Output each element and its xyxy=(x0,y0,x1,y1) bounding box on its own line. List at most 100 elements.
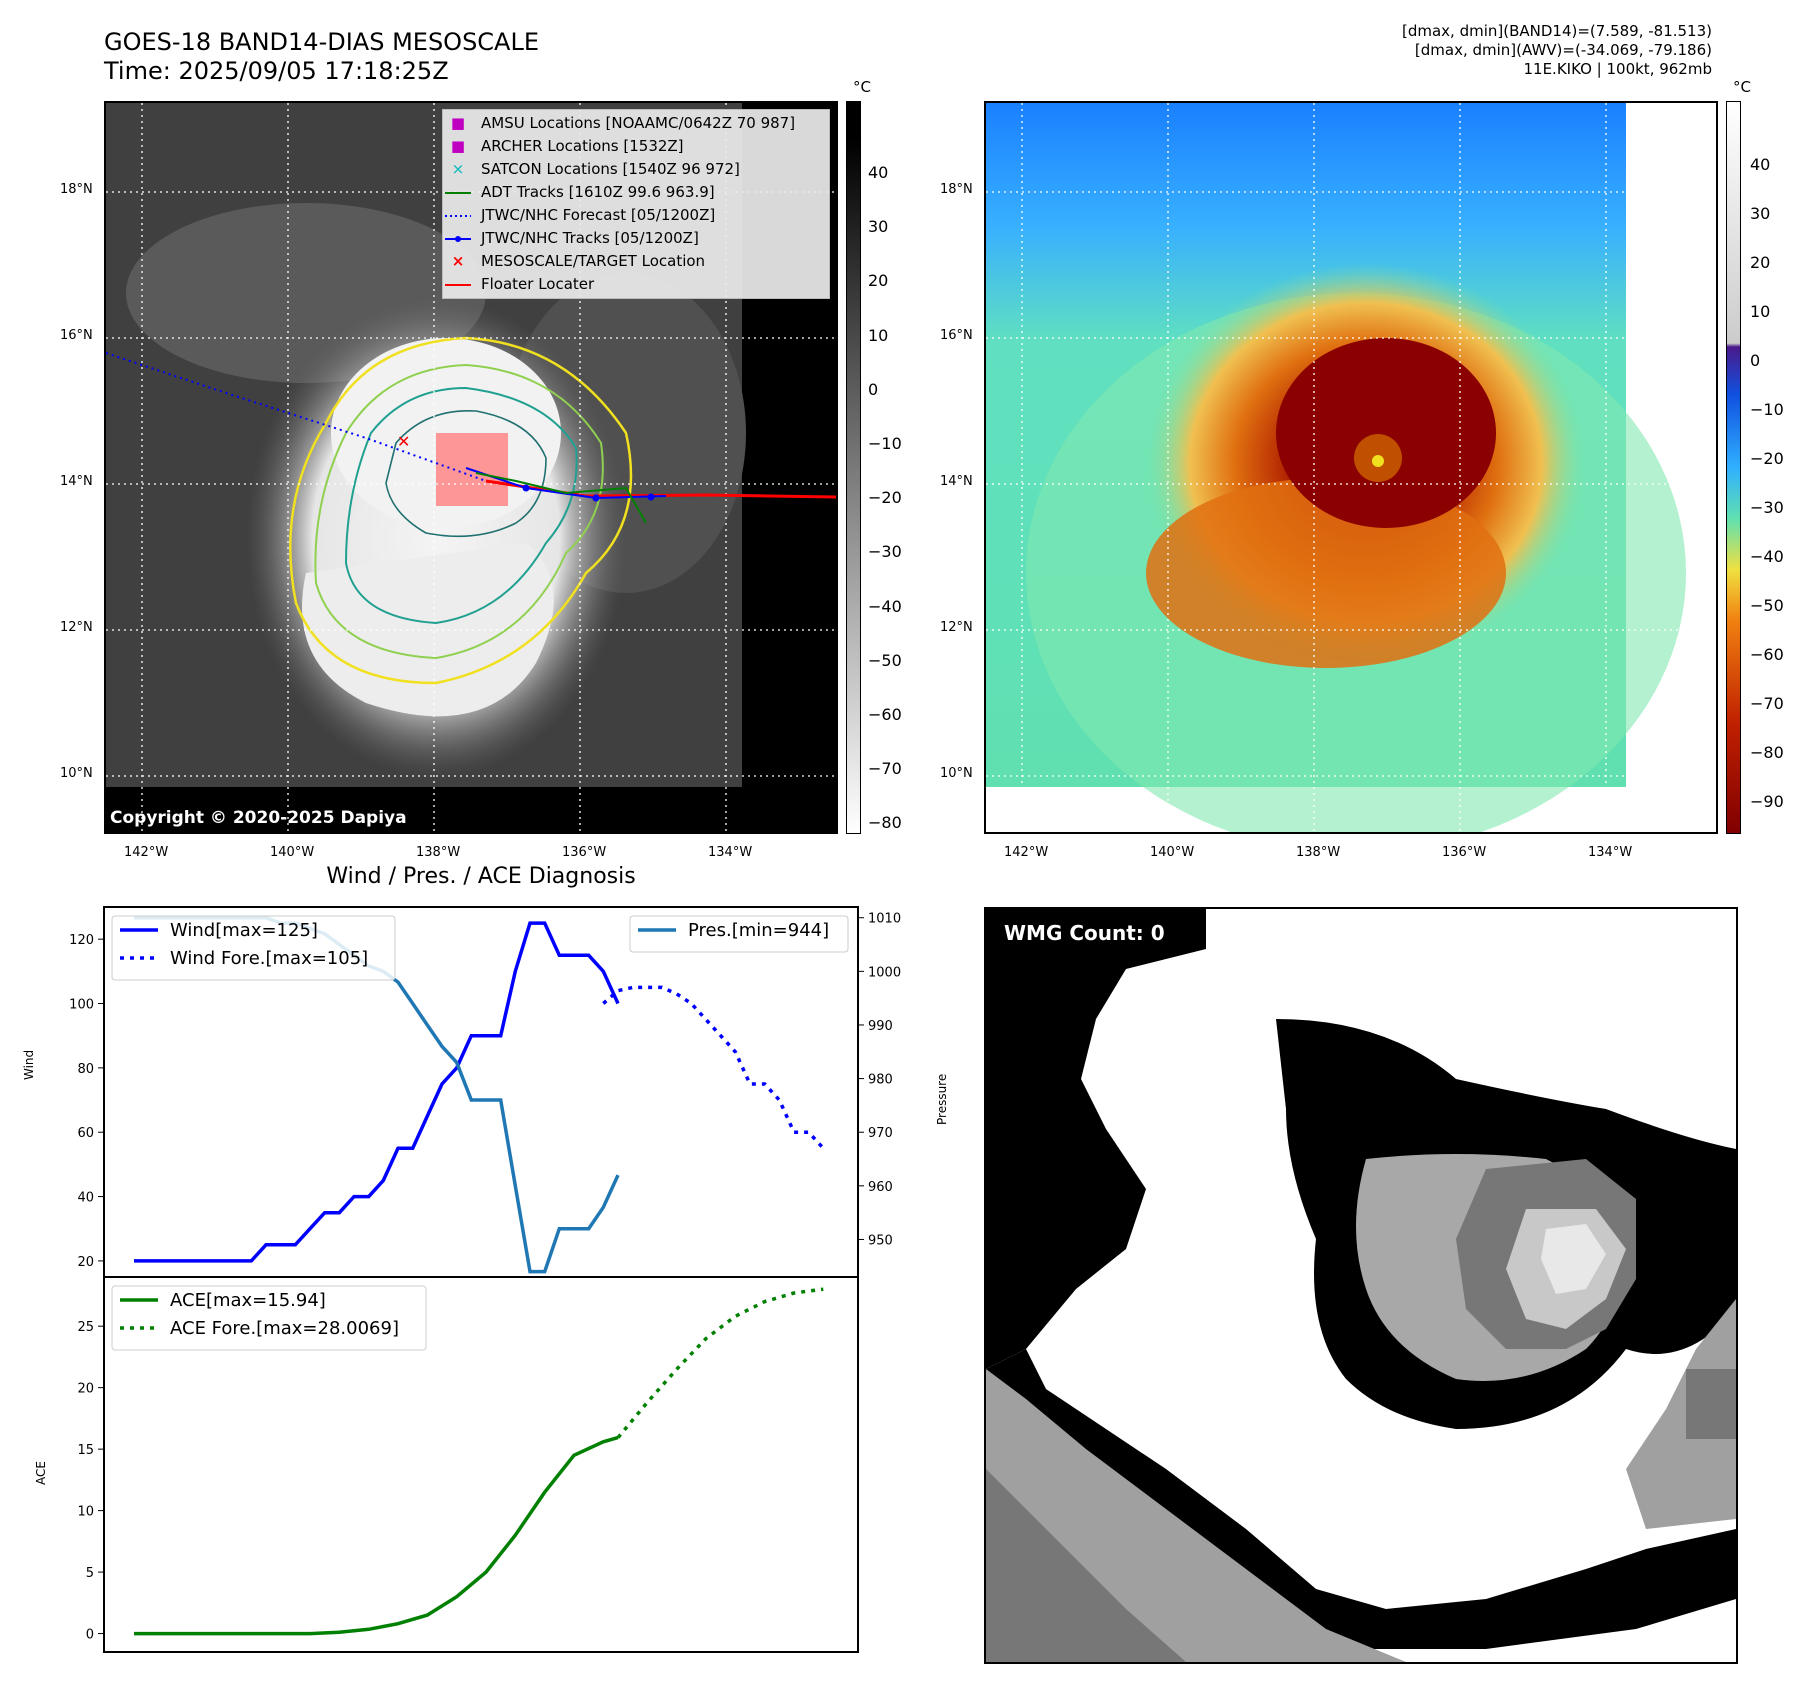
lat-label: 16°N xyxy=(940,328,973,343)
svg-text:✕: ✕ xyxy=(397,432,410,451)
lat-label: 10°N xyxy=(60,766,93,781)
ace-y-tick-label: 15 xyxy=(77,1443,94,1458)
info-line-1: [dmax, dmin](BAND14)=(7.589, -81.513) xyxy=(1401,22,1712,40)
wmg-count-label: WMG Count: 0 xyxy=(1004,921,1165,945)
storm-info: [dmax, dmin](BAND14)=(7.589, -81.513) [d… xyxy=(1402,22,1712,79)
cbar-tick: −90 xyxy=(1750,792,1784,811)
lat-label: 16°N xyxy=(60,328,93,343)
color-cbar-ticks: 40 30 20 10 0 −10 −20 −30 −40 −50 −60 −7… xyxy=(1750,140,1784,826)
cross-marker-icon: × xyxy=(451,160,465,178)
lon-label: 134°W xyxy=(1588,845,1633,860)
lon-label: 134°W xyxy=(708,845,753,860)
legend-item: ■ ARCHER Locations [1532Z] xyxy=(443,135,829,158)
grayscale-colorbar xyxy=(846,101,861,834)
series-line-0 xyxy=(134,921,620,1263)
cbar-tick: 0 xyxy=(868,379,879,399)
cbar-tick: 40 xyxy=(1750,155,1771,174)
cbar-tick: −10 xyxy=(868,434,902,454)
grayscale-cbar-ticks: 40 30 20 10 0 −10 −20 −30 −40 −50 −60 −7… xyxy=(868,146,902,851)
pressure-y-tick-label: 970 xyxy=(868,1126,893,1141)
legend-item: ADT Tracks [1610Z 99.6 963.9] xyxy=(443,181,829,204)
wind-y-tick-label: 20 xyxy=(77,1255,94,1270)
cbar-unit: °C xyxy=(1733,78,1751,96)
pressure-axis-label: Pressure xyxy=(935,1073,949,1125)
lat-label: 12°N xyxy=(940,620,973,635)
lon-label: 138°W xyxy=(1296,845,1341,860)
title-line-1: GOES-18 BAND14-DIAS MESOSCALE xyxy=(104,28,540,56)
series-line-1 xyxy=(602,985,825,1150)
cbar-tick: 0 xyxy=(1750,351,1761,370)
dot-line-marker-icon xyxy=(443,227,473,250)
legend-item: × MESOSCALE/TARGET Location xyxy=(443,250,829,273)
cbar-tick: 20 xyxy=(868,271,889,291)
wind-legend: Wind[max=125] Wind Fore.[max=105] xyxy=(111,915,396,981)
wmg-panel: WMG Count: 0 xyxy=(984,907,1738,1664)
page-title: GOES-18 BAND14-DIAS MESOSCALE Time: 2025… xyxy=(104,28,539,86)
info-line-3: 11E.KIKO | 100kt, 962mb xyxy=(1523,60,1712,78)
legend-label: Wind Fore.[max=105] xyxy=(170,948,368,969)
lat-label: 14°N xyxy=(940,474,973,489)
ace-y-tick-label: 25 xyxy=(77,1320,94,1335)
ace-series-line-0 xyxy=(134,1435,619,1636)
lat-label: 10°N xyxy=(940,766,973,781)
pressure-y-tick-label: 990 xyxy=(868,1019,893,1034)
cbar-tick: −30 xyxy=(1750,498,1784,517)
wind-y-tick-label: 80 xyxy=(77,1062,94,1077)
lon-label: 136°W xyxy=(562,845,607,860)
wind-y-tick-label: 60 xyxy=(77,1126,94,1141)
square-marker-icon: ■ xyxy=(450,137,466,155)
cbar-tick: −70 xyxy=(868,759,902,779)
pressure-y-tick-label: 960 xyxy=(868,1180,893,1195)
cbar-tick: −50 xyxy=(868,650,902,670)
legend-label: Pres.[min=944] xyxy=(688,920,829,941)
cbar-tick: 30 xyxy=(868,217,889,237)
pressure-y-tick-label: 1010 xyxy=(868,912,901,927)
wind-y-tick-label: 120 xyxy=(69,933,94,948)
ace-y-tick-label: 5 xyxy=(86,1566,94,1581)
awv-map-image xyxy=(986,103,1716,832)
info-line-2: [dmax, dmin](AWV)=(-34.069, -79.186) xyxy=(1414,41,1712,59)
cbar-tick: 10 xyxy=(1750,302,1771,321)
lat-label: 12°N xyxy=(60,620,93,635)
lat-label: 18°N xyxy=(940,182,973,197)
wind-y-tick-label: 100 xyxy=(69,998,94,1013)
cbar-tick: −30 xyxy=(868,542,902,562)
map-legend: ■ AMSU Locations [NOAAMC/0642Z 70 987] ■ A… xyxy=(442,109,830,299)
ir-map-panel: ✕ ■ AMSU Locations [NOAAMC/0642Z 70 987] … xyxy=(104,101,838,834)
title-line-2: Time: 2025/09/05 17:18:25Z xyxy=(104,57,449,85)
pressure-y-tick-label: 1000 xyxy=(868,965,901,980)
line-marker-icon xyxy=(443,181,473,204)
ace-y-tick-label: 20 xyxy=(77,1382,94,1397)
lon-label: 136°W xyxy=(1442,845,1487,860)
cbar-tick: 40 xyxy=(868,163,889,182)
cbar-tick: −80 xyxy=(1750,743,1784,762)
cbar-tick: −50 xyxy=(1750,596,1784,615)
legend-item: JTWC/NHC Forecast [05/1200Z] xyxy=(443,204,829,227)
ace-plot-frame xyxy=(103,1276,859,1653)
cbar-unit: °C xyxy=(853,78,871,96)
cbar-tick: 30 xyxy=(1750,204,1771,223)
lon-label: 142°W xyxy=(1004,845,1049,860)
copyright-text: Copyright © 2020-2025 Dapiya xyxy=(110,808,407,828)
ace-series-line-1 xyxy=(616,1287,824,1439)
lon-label: 140°W xyxy=(270,845,315,860)
pressure-legend: Pres.[min=944] xyxy=(629,915,849,953)
cbar-tick: −80 xyxy=(868,813,902,833)
lon-label: 142°W xyxy=(124,845,169,860)
pressure-y-tick-label: 980 xyxy=(868,1073,893,1088)
cbar-tick: −20 xyxy=(868,488,902,508)
pressure-y-tick-label: 950 xyxy=(868,1233,893,1248)
cbar-tick: 10 xyxy=(868,325,889,345)
wmg-image xyxy=(986,909,1736,1662)
ace-legend: ACE[max=15.94] ACE Fore.[max=28.0069] xyxy=(111,1285,427,1351)
cbar-tick: −20 xyxy=(1750,449,1784,468)
legend-label: ACE Fore.[max=28.0069] xyxy=(170,1318,399,1339)
lat-label: 18°N xyxy=(60,182,93,197)
cbar-tick: 20 xyxy=(1750,253,1771,272)
legend-item: ■ AMSU Locations [NOAAMC/0642Z 70 987] xyxy=(443,112,829,135)
legend-item: JTWC/NHC Tracks [05/1200Z] xyxy=(443,227,829,250)
lat-label: 14°N xyxy=(60,474,93,489)
lon-label: 140°W xyxy=(1150,845,1195,860)
square-marker-icon: ■ xyxy=(450,114,466,132)
legend-item: × SATCON Locations [1540Z 96 972] xyxy=(443,158,829,181)
